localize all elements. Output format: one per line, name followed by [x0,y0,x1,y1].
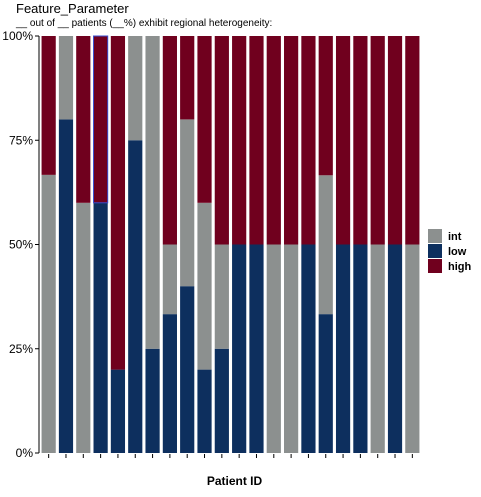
bar-segment-low-17 [318,314,333,453]
legend-label-int: int [448,231,462,243]
bar-segment-high-17 [318,36,333,176]
chart-subtitle: __ out of __ patients (__%) exhibit regi… [16,18,273,29]
bar-segment-low-21 [387,244,403,453]
bar-segment-int-8 [162,244,177,315]
bar-segment-int-20 [370,244,385,453]
bar-segment-high-22 [405,36,420,245]
bar-segment-high-15 [284,36,299,245]
x-axis-title: Patient ID [207,474,263,488]
y-tick-label: 75% [9,133,33,147]
bar-segment-int-3 [76,202,91,453]
bar-segment-low-19 [353,244,368,453]
bar-segment-high-4 [93,36,108,203]
legend-label-low: low [448,246,467,258]
bar-segment-high-20 [370,36,385,245]
bar-segment-int-15 [284,244,299,453]
y-tick-label: 100% [2,29,33,43]
axes-layer: 0% 25% 50% 75% 100% Patient ID [2,29,413,488]
bar-segment-low-2 [58,119,74,454]
bar-segment-high-21 [387,36,403,245]
bar-segment-int-11 [214,244,229,349]
legend: int low high [428,229,471,273]
bar-segment-high-19 [353,36,368,245]
bar-segment-low-10 [197,369,212,453]
bar-segment-int-2 [58,36,74,120]
legend-swatch-int [428,229,442,243]
bar-segment-low-6 [128,140,143,453]
y-tick-label: 50% [9,238,33,252]
bar-segment-int-7 [145,36,160,349]
legend-swatch-high [428,259,442,273]
bar-segment-low-13 [249,244,264,453]
bar-segment-int-14 [266,244,281,453]
bar-segment-high-9 [180,36,195,120]
bar-segment-high-5 [110,36,126,370]
bar-segment-low-18 [335,244,351,453]
chart-title: Feature_Parameter [16,1,129,16]
bar-segment-high-14 [266,36,281,245]
bar-segment-int-1 [41,174,56,454]
bar-segment-high-13 [249,36,264,245]
bar-segment-low-4 [93,202,108,453]
bar-segment-low-7 [145,348,160,453]
bars-layer [41,35,420,454]
bar-segment-low-5 [110,369,126,453]
bar-segment-int-9 [180,119,195,287]
legend-swatch-low [428,244,442,258]
bar-segment-high-3 [76,36,91,203]
bar-segment-high-8 [162,36,177,245]
bar-highlight-outline [93,35,109,204]
legend-label-high: high [448,261,471,273]
y-tick-label: 25% [9,342,33,356]
bar-segment-int-17 [318,175,333,315]
bar-segment-int-10 [197,202,212,370]
bar-segment-low-8 [162,314,177,453]
bar-segment-high-18 [335,36,351,245]
bar-segment-int-6 [128,36,143,141]
bar-segment-low-12 [232,244,247,453]
bar-segment-high-12 [232,36,247,245]
y-tick-label: 0% [16,446,34,460]
bar-segment-int-22 [405,244,420,453]
bar-segment-high-11 [214,36,229,245]
bar-segment-low-11 [214,348,229,453]
bar-segment-low-9 [180,286,195,453]
bar-segment-high-1 [41,36,56,175]
bar-segment-low-16 [301,244,316,453]
bar-segment-high-16 [301,36,316,245]
bar-segment-high-10 [197,36,212,203]
